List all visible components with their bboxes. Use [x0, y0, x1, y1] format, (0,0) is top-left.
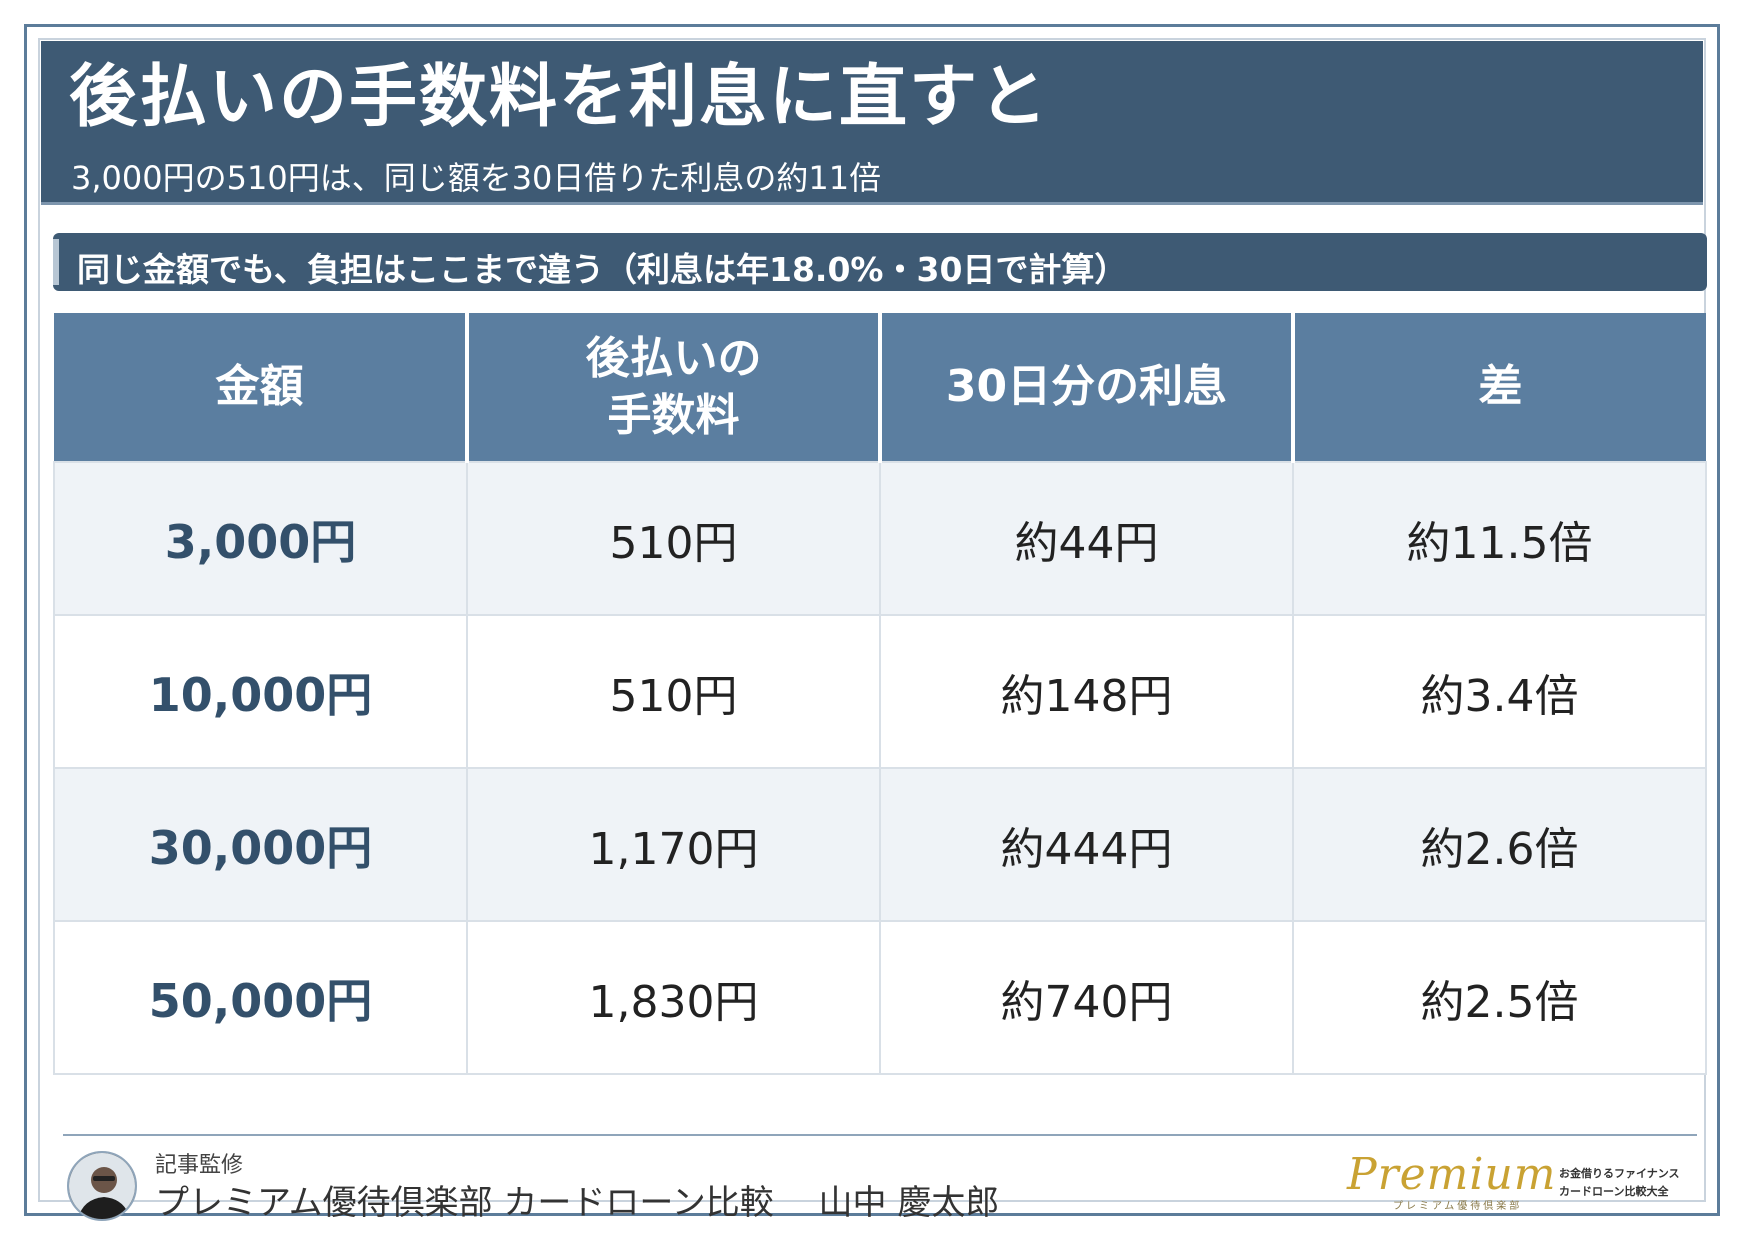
header-fee-line2: 手数料 — [607, 390, 740, 441]
header-fee-line1: 後払いの — [585, 332, 762, 384]
supervisor-avatar — [67, 1151, 137, 1221]
cell-amount: 3,000円 — [53, 461, 468, 616]
supervisor-label: 記事監修 — [155, 1153, 244, 1178]
section-heading: 同じ金額でも、負担はここまで違う（利息は年18.0%・30日で計算） — [77, 250, 1128, 289]
cell-fee: 510円 — [466, 461, 881, 616]
logo-tagline-2: カードローン比較大全 — [1559, 1185, 1669, 1198]
table-row: 10,000円 510円 約148円 約3.4倍 — [53, 614, 1707, 769]
cell-interest: 約44円 — [879, 461, 1294, 616]
header-difference-label: 差 — [1478, 361, 1523, 413]
cell-fee: 510円 — [466, 614, 881, 769]
cell-interest: 約148円 — [879, 614, 1294, 769]
cell-difference: 約2.5倍 — [1292, 920, 1707, 1075]
footer-divider — [63, 1134, 1697, 1136]
table-header-row: 金額 後払いの 手数料 30日分の利息 差 — [54, 313, 1706, 462]
header-interest-label: 30日分の利息 — [945, 361, 1228, 413]
cell-interest: 約444円 — [879, 767, 1294, 922]
header-amount: 金額 — [54, 313, 469, 462]
logo-script-text: Premium — [1347, 1149, 1557, 1200]
section-heading-bar: 同じ金額でも、負担はここまで違う（利息は年18.0%・30日で計算） — [53, 233, 1707, 291]
comparison-table: 金額 後払いの 手数料 30日分の利息 差 3,000円 510円 約44円 約… — [53, 313, 1707, 1075]
premium-logo: Premium プレミアム優待倶楽部 お金借りるファイナンス カードローン比較大… — [1347, 1149, 1687, 1219]
cell-fee: 1,170円 — [466, 767, 881, 922]
logo-tagline-1: お金借りるファイナンス — [1559, 1167, 1680, 1180]
cell-amount: 10,000円 — [53, 614, 468, 769]
cell-interest: 約740円 — [879, 920, 1294, 1075]
table-row: 3,000円 510円 約44円 約11.5倍 — [53, 461, 1707, 616]
table-row: 50,000円 1,830円 約740円 約2.5倍 — [53, 920, 1707, 1075]
page-frame: 後払いの手数料を利息に直すと 3,000円の510円は、同じ額を30日借りた利息… — [24, 24, 1720, 1223]
header-amount-label: 金額 — [215, 361, 304, 413]
cell-amount: 30,000円 — [53, 767, 468, 922]
page-title: 後払いの手数料を利息に直すと — [69, 58, 1050, 137]
cell-amount: 50,000円 — [53, 920, 468, 1075]
title-banner: 後払いの手数料を利息に直すと 3,000円の510円は、同じ額を30日借りた利息… — [41, 41, 1703, 205]
cell-difference: 約11.5倍 — [1292, 461, 1707, 616]
section-accent — [53, 239, 59, 285]
header-interest: 30日分の利息 — [880, 313, 1295, 462]
supervisor-name: プレミアム優待倶楽部 カードローン比較 山中 慶太郎 — [155, 1183, 1000, 1223]
header-difference: 差 — [1293, 313, 1706, 462]
table-row: 30,000円 1,170円 約444円 約2.6倍 — [53, 767, 1707, 922]
header-fee: 後払いの 手数料 — [467, 313, 882, 462]
page-subtitle: 3,000円の510円は、同じ額を30日借りた利息の約11倍 — [71, 159, 882, 197]
cell-fee: 1,830円 — [466, 920, 881, 1075]
logo-subtext: プレミアム優待倶楽部 — [1393, 1201, 1523, 1212]
cell-difference: 約2.6倍 — [1292, 767, 1707, 922]
cell-difference: 約3.4倍 — [1292, 614, 1707, 769]
